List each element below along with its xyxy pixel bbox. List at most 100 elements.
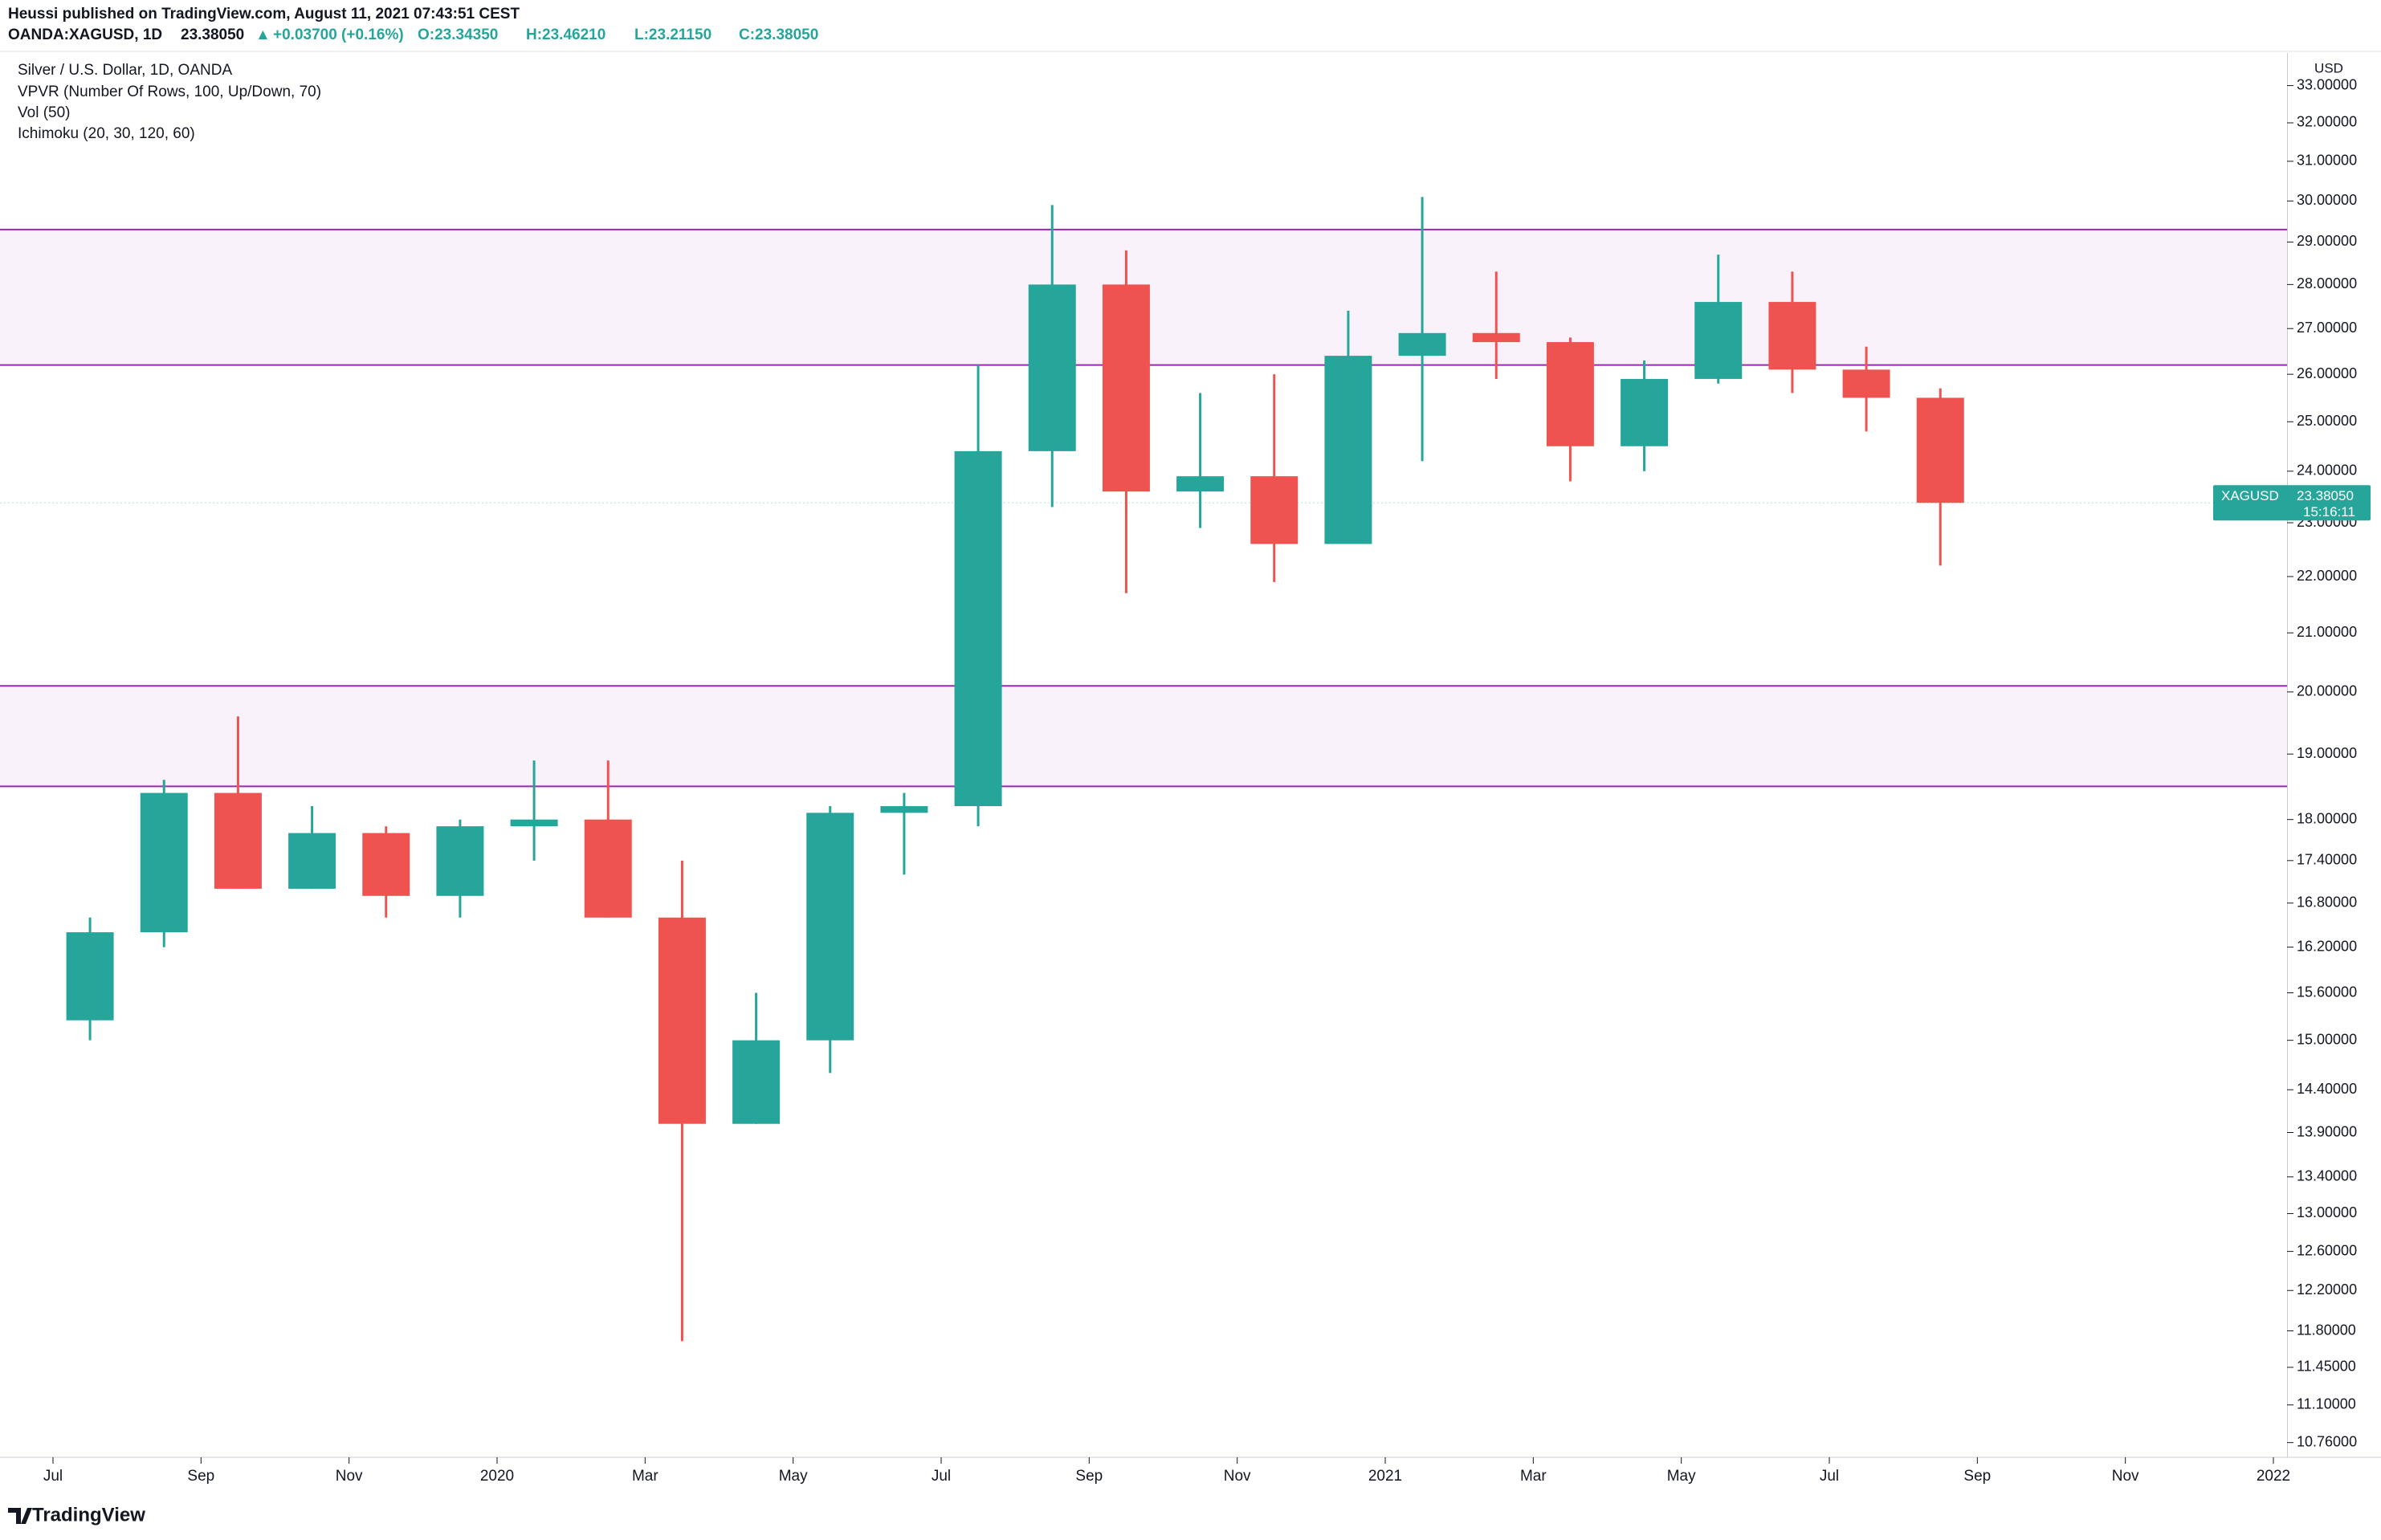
x-tick-label: May	[1667, 1468, 1696, 1485]
y-tick-label: 26.00000	[2297, 365, 2357, 381]
y-tick-label: 17.40000	[2297, 852, 2357, 868]
price-tag-price: 23.38050	[2297, 488, 2354, 503]
y-tick-label: 16.80000	[2297, 894, 2357, 910]
y-tick-label: 10.76000	[2297, 1433, 2357, 1449]
y-tick-label: 13.90000	[2297, 1123, 2357, 1139]
y-tick-label: 11.10000	[2297, 1396, 2356, 1412]
x-tick-label: 2021	[1368, 1468, 1402, 1485]
arrow: ▲	[255, 26, 271, 43]
zone	[0, 686, 2287, 787]
symbol: OANDA:XAGUSD, 1D	[8, 26, 162, 43]
y-tick-label: 14.40000	[2297, 1081, 2357, 1097]
close: C:23.38050	[739, 26, 818, 43]
price-tag-box	[2213, 485, 2371, 521]
y-tick-label: 12.60000	[2297, 1242, 2357, 1258]
x-tick-label: Nov	[1224, 1468, 1251, 1485]
candle-body	[1028, 284, 1076, 451]
candle-body	[1102, 284, 1150, 492]
y-tick-label: 20.00000	[2297, 683, 2357, 699]
y-tick-label: 11.45000	[2297, 1359, 2356, 1375]
candle-body	[732, 1040, 781, 1124]
candle-body	[806, 813, 854, 1041]
low: L:23.21150	[634, 26, 711, 43]
y-tick-label: 18.00000	[2297, 810, 2357, 826]
x-tick-label: Mar	[1520, 1468, 1547, 1485]
x-tick-label: Sep	[1075, 1468, 1103, 1485]
y-tick-label: 22.00000	[2297, 568, 2357, 584]
legend-item: Silver / U.S. Dollar, 1D, OANDA	[18, 62, 232, 79]
candle-body	[288, 833, 336, 889]
x-tick-label: Nov	[2112, 1468, 2139, 1485]
x-tick-label: 2020	[480, 1468, 514, 1485]
legend-item: Ichimoku (20, 30, 120, 60)	[18, 125, 195, 142]
logo: TradingView	[32, 1504, 145, 1526]
y-tick-label: 15.00000	[2297, 1031, 2357, 1047]
price-tag-symbol: XAGUSD	[2221, 488, 2279, 503]
y-tick-label: 31.00000	[2297, 153, 2357, 169]
candle-body	[658, 917, 706, 1124]
candle-body	[1842, 369, 1890, 398]
legend-item: Vol (50)	[18, 104, 70, 121]
candle-body	[510, 819, 558, 827]
y-tick-label: 33.00000	[2297, 76, 2357, 92]
x-tick-label: Sep	[1963, 1468, 1991, 1485]
y-tick-label: 30.00000	[2297, 192, 2357, 208]
currency: USD	[2314, 60, 2343, 75]
symbol-bar: OANDA:XAGUSD, 1D 23.38050 ▲ +0.03700 (+0…	[8, 26, 818, 43]
y-tick-label: 24.00000	[2297, 462, 2357, 479]
last-price: 23.38050	[181, 26, 244, 43]
x-tick-label: Nov	[336, 1468, 363, 1485]
candle-body	[954, 450, 1002, 807]
y-tick-label: 13.00000	[2297, 1204, 2357, 1220]
candle-body	[1250, 476, 1299, 544]
y-tick-label: 16.20000	[2297, 938, 2357, 954]
candle-body	[1694, 302, 1743, 379]
logo-icon	[8, 1508, 32, 1524]
y-tick-label: 27.00000	[2297, 320, 2357, 336]
change: +0.03700 (+0.16%)	[273, 26, 404, 43]
x-tick-label: Jul	[1820, 1468, 1839, 1485]
legend: Silver / U.S. Dollar, 1D, OANDA VPVR (Nu…	[18, 62, 321, 142]
y-tick-label: 12.20000	[2297, 1281, 2357, 1298]
y-tick-label: 21.00000	[2297, 624, 2357, 640]
candle-body	[66, 932, 114, 1021]
candle-body	[140, 792, 188, 933]
candle-body	[1546, 342, 1594, 446]
candle-body	[362, 833, 410, 896]
y-tick-label: 19.00000	[2297, 745, 2357, 761]
axis-border	[2287, 53, 2288, 1457]
candle-body	[1472, 332, 1520, 343]
x-tick-label: Sep	[187, 1468, 214, 1485]
candle-body	[436, 826, 484, 896]
candle-body	[880, 806, 928, 813]
y-tick-label: 11.80000	[2297, 1322, 2356, 1338]
candle-body	[1768, 302, 1816, 370]
y-tick-label: 28.00000	[2297, 275, 2357, 291]
x-tick-label: Mar	[632, 1468, 658, 1485]
high: H:23.46210	[526, 26, 605, 43]
y-tick-label: 15.60000	[2297, 984, 2357, 1000]
candle-body	[584, 819, 632, 918]
candle-body	[1324, 356, 1372, 544]
y-tick-label: 29.00000	[2297, 233, 2357, 249]
x-tick-label: Jul	[43, 1468, 63, 1485]
legend-item: VPVR (Number Of Rows, 100, Up/Down, 70)	[18, 84, 321, 100]
open: O:23.34350	[418, 26, 498, 43]
candle-body	[1398, 332, 1446, 356]
candle-body	[214, 792, 262, 889]
y-tick-label: 32.00000	[2297, 114, 2357, 130]
x-tick-label: Jul	[932, 1468, 951, 1485]
candle-body	[1916, 397, 1964, 503]
price-tag-countdown: 15:16:11	[2303, 504, 2355, 519]
candle-body	[1176, 476, 1225, 492]
x-tick-label: 2022	[2257, 1468, 2290, 1485]
candle-body	[1621, 378, 1669, 446]
plot: 10.76000 11.10000 11.45000 11.80000 12.20000…	[0, 76, 2357, 1485]
x-tick-label: May	[779, 1468, 808, 1485]
y-tick-label: 25.00000	[2297, 413, 2357, 429]
y-tick-label: 13.40000	[2297, 1168, 2357, 1184]
